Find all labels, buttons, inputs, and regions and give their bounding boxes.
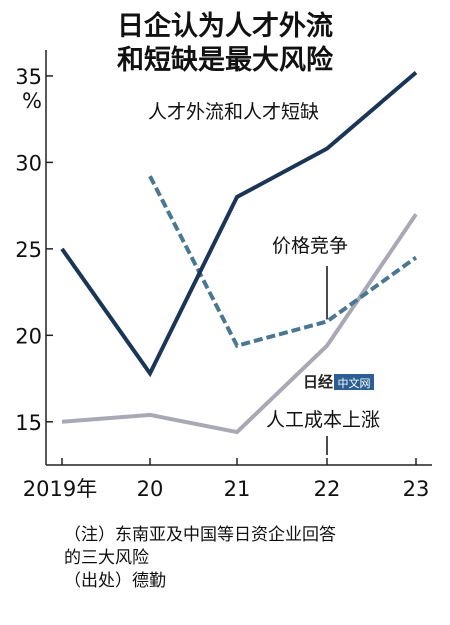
series-label-labor: 人工成本上涨: [266, 409, 380, 431]
y-tick-label: 25: [15, 238, 42, 262]
series-line-talent: [60, 70, 418, 378]
y-tick-label: 30: [15, 151, 42, 175]
x-tick-label: 2019年: [23, 477, 97, 501]
chart-title-line1: 日企认为人才外流: [117, 11, 333, 42]
x-tick-label: 21: [224, 477, 251, 501]
chart-title-line2: 和短缺是最大风险: [117, 45, 333, 76]
chart-notes: （注）东南亚及中国等日资企业回答 的三大风险 （出处）德勤: [64, 524, 444, 593]
y-tick-label: 20: [15, 324, 42, 348]
source-note: （出处）德勤: [64, 571, 166, 591]
chart-series: [60, 70, 418, 435]
series-line-price: [148, 175, 418, 349]
x-tick-label: 20: [137, 477, 164, 501]
chart-axes: 15 20 25 30 35% 2019年 20 21 22 23: [15, 50, 432, 501]
series-label-price: 价格竞争: [272, 235, 348, 257]
y-unit-label: %: [22, 89, 42, 113]
watermark-site: 中文网: [338, 376, 371, 390]
watermark-site-box: [334, 374, 374, 390]
y-tick-label: 35: [15, 65, 42, 89]
nikkei-watermark: 日经 中文网: [303, 373, 374, 391]
watermark-brand: 日经: [303, 373, 333, 391]
series-label-talent: 人才外流和人才短缺: [148, 101, 319, 123]
x-tick-label: 23: [403, 477, 430, 501]
note-line1: （注）东南亚及中国等日资企业回答: [64, 525, 336, 545]
chart-title: 日企认为人才外流 和短缺是最大风险: [0, 10, 450, 78]
x-tick-label: 22: [314, 477, 341, 501]
y-tick-label: 15: [15, 411, 42, 435]
note-line2: 的三大风险: [64, 548, 149, 568]
